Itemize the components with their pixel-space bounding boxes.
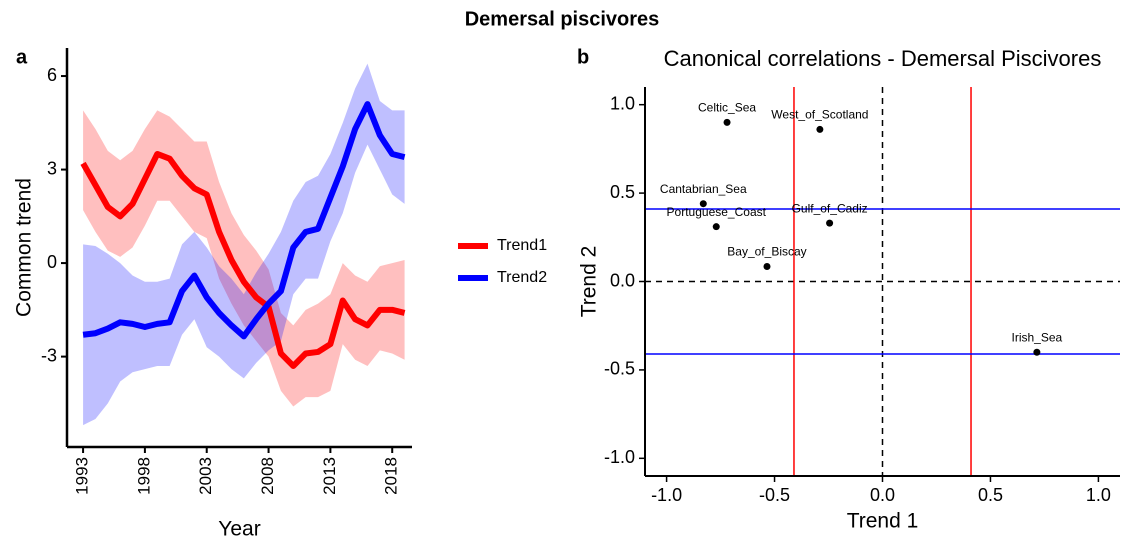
point-label: West_of_Scotland	[771, 108, 868, 122]
x-axis-label: Year	[218, 518, 260, 541]
y-tick-label: -0.5	[604, 359, 635, 379]
x-tick-label: 2018	[382, 457, 401, 495]
point	[723, 118, 731, 126]
x-tick-label: 2013	[320, 457, 339, 495]
panel-label: b	[577, 46, 589, 68]
point	[816, 125, 824, 133]
y-tick-label: 0.5	[610, 182, 635, 202]
x-tick-label: 2008	[258, 457, 277, 495]
point-label: Celtic_Sea	[698, 101, 756, 115]
legend-label: Trend2	[497, 269, 547, 286]
panel-label: a	[16, 46, 28, 68]
y-axis-label: Common trend	[13, 178, 36, 317]
point	[699, 200, 707, 208]
point-label: Bay_of_Biscay	[727, 245, 806, 259]
chart-title: Canonical correlations - Demersal Pisciv…	[664, 46, 1102, 71]
y-tick-label: -3	[41, 345, 57, 365]
y-tick-label: 6	[47, 65, 57, 85]
point	[712, 223, 720, 231]
y-tick-label: 0	[47, 252, 57, 272]
y-tick-label: 0.0	[610, 270, 635, 290]
x-tick-label: -0.5	[759, 485, 790, 505]
trend-line	[80, 150, 406, 369]
confidence-band	[83, 63, 405, 426]
point-label: Portuguese_Coast	[667, 205, 767, 219]
x-tick-label: 2003	[196, 457, 215, 495]
y-axis-label: Trend 2	[578, 246, 601, 318]
point	[1033, 348, 1041, 356]
x-tick-label: -1.0	[651, 485, 682, 505]
point-label: Irish_Sea	[1012, 330, 1063, 344]
point-label: Gulf_of_Cadiz	[792, 201, 868, 215]
point	[763, 262, 771, 270]
point	[826, 219, 834, 227]
y-tick-label: 1.0	[610, 93, 635, 113]
legend-label: Trend1	[497, 237, 547, 254]
x-tick-label: 1993	[73, 457, 92, 495]
y-tick-label: 3	[47, 158, 57, 178]
x-axis-label: Trend 1	[847, 510, 919, 533]
x-tick-label: 0.5	[978, 485, 1003, 505]
confidence-band	[83, 110, 405, 407]
x-tick-label: 1998	[134, 457, 153, 495]
point-label: Cantabrian_Sea	[660, 182, 747, 196]
x-tick-label: 0.0	[870, 485, 895, 505]
trend-line	[82, 101, 406, 340]
figure-title: Demersal piscivores	[465, 8, 660, 30]
y-tick-label: -1.0	[604, 447, 635, 467]
x-tick-label: 1.0	[1086, 485, 1111, 505]
